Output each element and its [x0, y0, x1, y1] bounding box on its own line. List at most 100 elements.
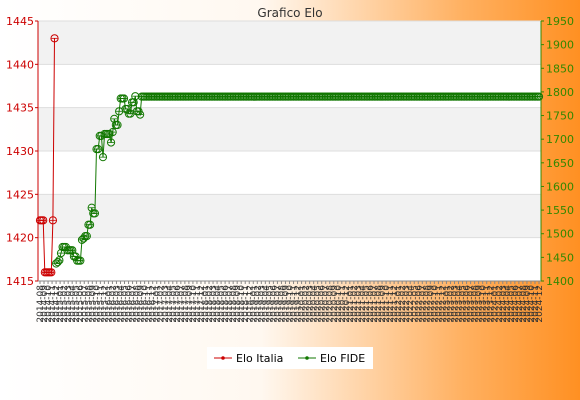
- x-tick-label: 2024-02: [495, 285, 505, 323]
- x-tick-label: 2022-12: [438, 285, 448, 323]
- x-tick-label: 2017-01: [153, 285, 163, 323]
- x-tick-label: 2023-01: [442, 285, 452, 323]
- legend-label-italia: Elo Italia: [236, 352, 283, 365]
- legend-marker-fide: [305, 356, 309, 360]
- x-tick-label: 2019-10: [286, 285, 296, 323]
- data-point: [53, 257, 62, 267]
- x-tick-label: 2024-11: [531, 285, 541, 323]
- data-point: [113, 120, 122, 130]
- data-point: [534, 92, 544, 101]
- x-tick-label: 2021-10: [382, 285, 392, 323]
- data-point: [68, 246, 77, 255]
- x-tick-label: 2017-10: [189, 285, 199, 323]
- data-point: [76, 256, 85, 265]
- series-layer: [35, 34, 544, 277]
- x-tick-label: 2018-10: [237, 285, 247, 323]
- x-tick-label: 2019-07: [273, 285, 283, 323]
- x-tick-label: 2016-03: [112, 285, 122, 323]
- plot-band: [38, 151, 541, 195]
- left-tick-label: 1420: [6, 232, 34, 245]
- x-tick-label: 2016-12: [149, 285, 159, 323]
- plot-band: [38, 21, 541, 65]
- x-tick-label: 2018-02: [205, 285, 215, 323]
- x-tick-label: 2024-08: [519, 285, 529, 323]
- x-axis-ticks: 2014-082014-092014-102014-112014-122015-…: [36, 281, 545, 323]
- x-tick-label: 2024-09: [523, 285, 533, 323]
- x-tick-label: 2014-09: [40, 285, 50, 323]
- data-point: [39, 216, 48, 225]
- x-tick-label: 2017-11: [193, 285, 203, 323]
- x-tick-label: 2020-07: [322, 285, 332, 323]
- x-tick-label: 2022-06: [414, 285, 424, 323]
- data-point: [106, 138, 116, 147]
- x-tick-label: 2017-05: [169, 285, 179, 323]
- x-tick-label: 2017-12: [197, 285, 207, 323]
- x-tick-label: 2023-10: [479, 285, 489, 323]
- x-tick-label: 2024-06: [511, 285, 521, 323]
- x-tick-label: 2015-02: [60, 285, 70, 323]
- x-tick-label: 2024-03: [499, 285, 509, 323]
- x-tick-label: 2023-12: [487, 285, 497, 323]
- right-tick-label: 1400: [546, 275, 574, 288]
- x-tick-label: 2023-04: [455, 285, 465, 323]
- x-tick-label: 2015-09: [88, 285, 98, 323]
- x-tick-label: 2022-01: [394, 285, 404, 323]
- right-tick-label: 1700: [546, 133, 574, 146]
- right-tick-label: 1800: [546, 86, 574, 99]
- x-tick-label: 2024-10: [527, 285, 537, 323]
- x-tick-label: 2023-06: [463, 285, 473, 323]
- x-tick-label: 2015-05: [72, 285, 82, 323]
- data-point: [90, 209, 100, 218]
- x-tick-label: 2020-06: [318, 285, 328, 323]
- x-tick-label: 2019-11: [290, 285, 300, 323]
- x-tick-label: 2024-12: [535, 285, 545, 323]
- x-tick-label: 2024-05: [507, 285, 517, 323]
- x-tick-label: 2018-09: [233, 285, 243, 323]
- data-point: [82, 231, 91, 241]
- data-point: [98, 153, 108, 162]
- x-tick-label: 2020-01: [298, 285, 308, 323]
- x-tick-label: 2019-09: [281, 285, 291, 323]
- right-axis-ticks: 1400 1450 1500 1550 1600 1650 1700 1750 1800 1850…: [541, 15, 574, 288]
- x-tick-label: 2016-07: [129, 285, 139, 323]
- left-tick-label: 1425: [6, 188, 34, 201]
- x-tick-label: 2021-02: [350, 285, 360, 323]
- x-tick-label: 2022-04: [406, 285, 416, 323]
- data-point: [108, 127, 117, 137]
- x-tick-label: 2019-08: [277, 285, 287, 323]
- x-tick-label: 2017-07: [177, 285, 187, 323]
- plot-band: [38, 194, 541, 238]
- x-tick-label: 2018-05: [217, 285, 227, 323]
- x-tick-label: 2020-02: [302, 285, 312, 323]
- x-tick-label: 2022-10: [430, 285, 440, 323]
- plot-band: [38, 237, 541, 281]
- x-tick-label: 2022-07: [418, 285, 428, 323]
- x-tick-label: 2018-06: [221, 285, 231, 323]
- right-tick-label: 1500: [546, 228, 574, 241]
- left-tick-label: 1440: [6, 58, 34, 71]
- x-tick-label: 2017-09: [185, 285, 195, 323]
- x-tick-label: 2019-01: [249, 285, 259, 323]
- data-point: [47, 268, 56, 277]
- x-tick-label: 2015-12: [100, 285, 110, 323]
- x-tick-label: 2014-11: [48, 285, 58, 323]
- x-tick-label: 2019-04: [261, 285, 271, 323]
- x-tick-label: 2021-08: [374, 285, 384, 323]
- x-tick-label: 2020-10: [334, 285, 344, 323]
- x-tick-label: 2017-02: [157, 285, 167, 323]
- x-tick-label: 2018-01: [201, 285, 211, 323]
- x-tick-label: 2019-03: [257, 285, 267, 323]
- x-tick-label: 2021-12: [390, 285, 400, 323]
- x-tick-label: 2016-08: [133, 285, 143, 323]
- x-tick-label: 2022-02: [398, 285, 408, 323]
- x-tick-label: 2015-06: [76, 285, 86, 323]
- x-tick-label: 2020-08: [326, 285, 336, 323]
- x-tick-label: 2023-07: [467, 285, 477, 323]
- x-tick-label: 2020-12: [342, 285, 352, 323]
- x-tick-label: 2024-07: [515, 285, 525, 323]
- x-tick-label: 2019-06: [269, 285, 279, 323]
- x-tick-label: 2019-05: [265, 285, 275, 323]
- x-tick-label: 2020-09: [330, 285, 340, 323]
